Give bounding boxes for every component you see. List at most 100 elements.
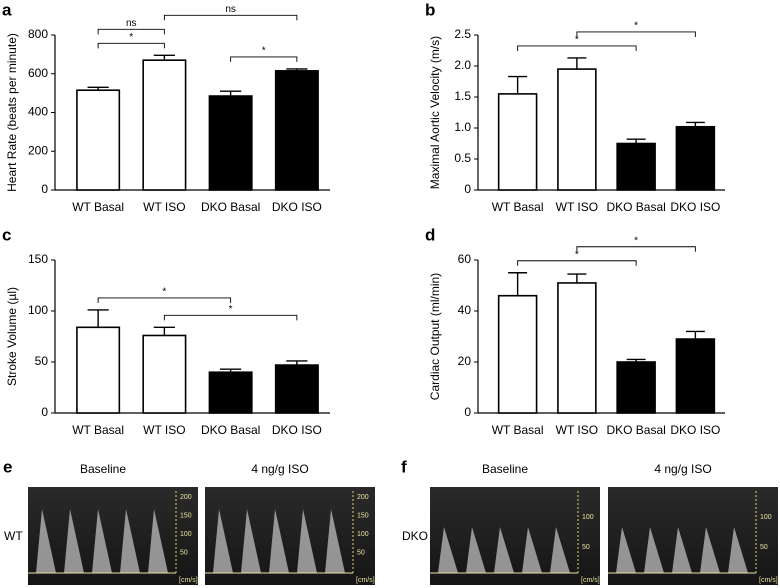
doppler-peak — [494, 527, 514, 573]
x-tick-label: WT Basal — [492, 423, 544, 437]
scale-label: 50 — [180, 549, 188, 556]
significance-bracket — [163, 314, 298, 321]
doppler-peak — [728, 527, 748, 573]
panel-letter: d — [425, 225, 435, 244]
significance-label: * — [162, 287, 166, 298]
bar — [142, 334, 187, 414]
scale-label: 100 — [357, 531, 369, 538]
doppler-peak — [466, 527, 486, 573]
row-label: WT — [4, 529, 23, 543]
doppler-peak — [550, 527, 570, 573]
scale-unit: [cm/s] — [759, 577, 778, 584]
significance-bracket — [517, 45, 637, 51]
bar — [142, 59, 187, 191]
scale-label: 100 — [582, 514, 594, 521]
doppler-peak — [241, 509, 261, 573]
doppler-image — [608, 487, 778, 585]
y-tick-label: 600 — [28, 66, 48, 80]
significance-bracket — [97, 28, 165, 35]
significance-label: * — [129, 32, 133, 43]
doppler-peak — [148, 509, 168, 573]
doppler-peak — [644, 527, 664, 573]
scale-label: 100 — [180, 531, 192, 538]
scale-label: 50 — [357, 549, 365, 556]
doppler-image — [205, 487, 375, 585]
panel-letter: c — [2, 225, 11, 244]
x-tick-label: WT Basal — [492, 200, 544, 214]
significance-bracket — [97, 297, 232, 303]
significance-bracket — [576, 246, 696, 252]
scale-label: 150 — [180, 512, 192, 519]
scale-label: 200 — [180, 494, 192, 501]
scale-label: 200 — [357, 494, 369, 501]
significance-bracket — [576, 31, 696, 37]
y-tick-label: 800 — [28, 27, 48, 41]
significance-label: * — [229, 304, 233, 315]
doppler-peak — [325, 509, 345, 573]
significance-bracket — [163, 14, 298, 21]
x-tick-label: DKO ISO — [272, 200, 322, 214]
scale-label: 50 — [760, 544, 768, 551]
doppler-image — [430, 487, 600, 585]
y-tick-label: 200 — [28, 143, 48, 157]
y-tick-label: 400 — [28, 105, 48, 119]
doppler-peak — [297, 509, 317, 573]
significance-bracket — [517, 260, 637, 266]
bar — [675, 338, 716, 414]
doppler-peak — [36, 509, 56, 573]
y-tick-label: 40 — [458, 303, 472, 317]
bar — [76, 326, 121, 414]
panel-letter: f — [401, 457, 407, 476]
y-tick-label: 150 — [28, 252, 48, 266]
bar — [208, 95, 253, 191]
bar — [616, 361, 656, 414]
y-axis-label: Maximal Aortic Velocity (m/s) — [428, 36, 442, 189]
scale-label: 50 — [582, 544, 590, 551]
y-tick-label: 50 — [35, 354, 49, 368]
y-tick-label: 2.0 — [454, 58, 471, 72]
significance-label: * — [634, 235, 638, 246]
doppler-image — [28, 487, 198, 585]
y-tick-label: 60 — [458, 252, 472, 266]
x-tick-label: DKO ISO — [670, 423, 720, 437]
y-axis-label: Cardiac Output (ml/min) — [428, 273, 442, 400]
y-axis-label: Heart Rate (beats per minute) — [5, 33, 19, 192]
significance-label: * — [575, 249, 579, 260]
x-tick-label: WT ISO — [556, 200, 598, 214]
bar — [616, 142, 656, 191]
doppler-peak — [522, 527, 542, 573]
bar — [557, 68, 597, 191]
x-tick-label: WT ISO — [556, 423, 598, 437]
x-tick-label: WT ISO — [143, 200, 185, 214]
x-tick-label: DKO ISO — [272, 423, 322, 437]
scale-label: 150 — [357, 512, 369, 519]
image-title: 4 ng/g ISO — [654, 462, 711, 476]
doppler-peak — [64, 509, 84, 573]
y-tick-label: 0 — [464, 405, 471, 419]
significance-label: * — [262, 46, 266, 57]
x-tick-label: WT Basal — [72, 423, 124, 437]
significance-bracket — [230, 56, 298, 62]
significance-label: ns — [126, 18, 137, 29]
panel-letter: a — [2, 0, 12, 19]
image-title: 4 ng/g ISO — [251, 462, 308, 476]
significance-bracket — [97, 42, 165, 49]
x-tick-label: DKO ISO — [670, 200, 720, 214]
y-tick-label: 1.5 — [454, 89, 471, 103]
y-tick-label: 0.5 — [454, 151, 471, 165]
doppler-peak — [672, 527, 692, 573]
bar — [557, 282, 597, 414]
panel-letter: e — [3, 457, 12, 476]
y-axis-label: Stroke Volume (µl) — [5, 287, 19, 386]
y-tick-label: 2.5 — [454, 27, 471, 41]
doppler-peak — [616, 527, 636, 573]
x-tick-label: DKO Basal — [606, 423, 665, 437]
doppler-peak — [213, 509, 233, 573]
significance-label: * — [634, 21, 638, 32]
panel-letter: b — [425, 0, 435, 19]
significance-label: * — [575, 35, 579, 46]
x-tick-label: DKO Basal — [201, 423, 260, 437]
y-tick-label: 0 — [41, 405, 48, 419]
doppler-peak — [269, 509, 289, 573]
